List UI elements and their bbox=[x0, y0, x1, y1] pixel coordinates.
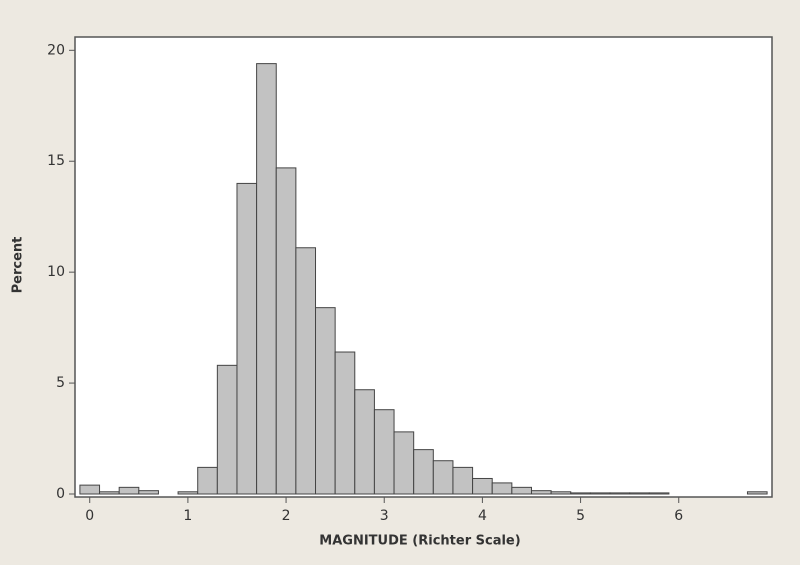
bar bbox=[629, 492, 650, 495]
bar bbox=[530, 490, 552, 495]
bar bbox=[236, 182, 258, 495]
x-tick-label: 1 bbox=[183, 508, 192, 524]
bar bbox=[334, 351, 356, 495]
bar bbox=[550, 491, 572, 495]
bar bbox=[216, 364, 238, 495]
bar bbox=[472, 477, 493, 495]
x-axis-title: MAGNITUDE (Richter Scale) bbox=[319, 534, 520, 549]
y-tick-label: 10 bbox=[47, 264, 65, 280]
bar bbox=[432, 460, 454, 495]
bar bbox=[452, 466, 474, 495]
x-tick-label: 6 bbox=[674, 508, 683, 524]
bar bbox=[315, 307, 336, 495]
x-tick-label: 3 bbox=[380, 508, 389, 524]
y-tick-label: 15 bbox=[47, 153, 65, 169]
y-tick-label: 5 bbox=[56, 375, 65, 391]
bar bbox=[138, 490, 159, 495]
bar bbox=[373, 409, 395, 495]
bar bbox=[177, 491, 199, 495]
x-tick-label: 4 bbox=[478, 508, 487, 524]
bar bbox=[79, 484, 101, 495]
bar bbox=[118, 486, 140, 495]
bar bbox=[354, 389, 375, 495]
bar bbox=[256, 63, 277, 495]
bar bbox=[589, 492, 611, 495]
y-tick-label: 20 bbox=[47, 42, 65, 58]
y-tick-label: 0 bbox=[56, 486, 65, 502]
bar bbox=[99, 491, 120, 495]
x-tick-label: 5 bbox=[576, 508, 585, 524]
bar bbox=[295, 247, 317, 495]
bar bbox=[275, 167, 297, 495]
bar bbox=[570, 492, 591, 495]
bar bbox=[197, 466, 218, 495]
bar bbox=[511, 486, 532, 495]
bar bbox=[746, 491, 768, 495]
bar bbox=[393, 431, 415, 495]
bar bbox=[609, 492, 631, 495]
y-axis-title: Percent bbox=[11, 237, 26, 294]
plot-area bbox=[74, 36, 773, 498]
bar bbox=[413, 449, 434, 495]
bar bbox=[491, 482, 513, 495]
x-tick-label: 0 bbox=[85, 508, 94, 524]
x-tick-label: 2 bbox=[282, 508, 291, 524]
bar bbox=[648, 492, 670, 495]
